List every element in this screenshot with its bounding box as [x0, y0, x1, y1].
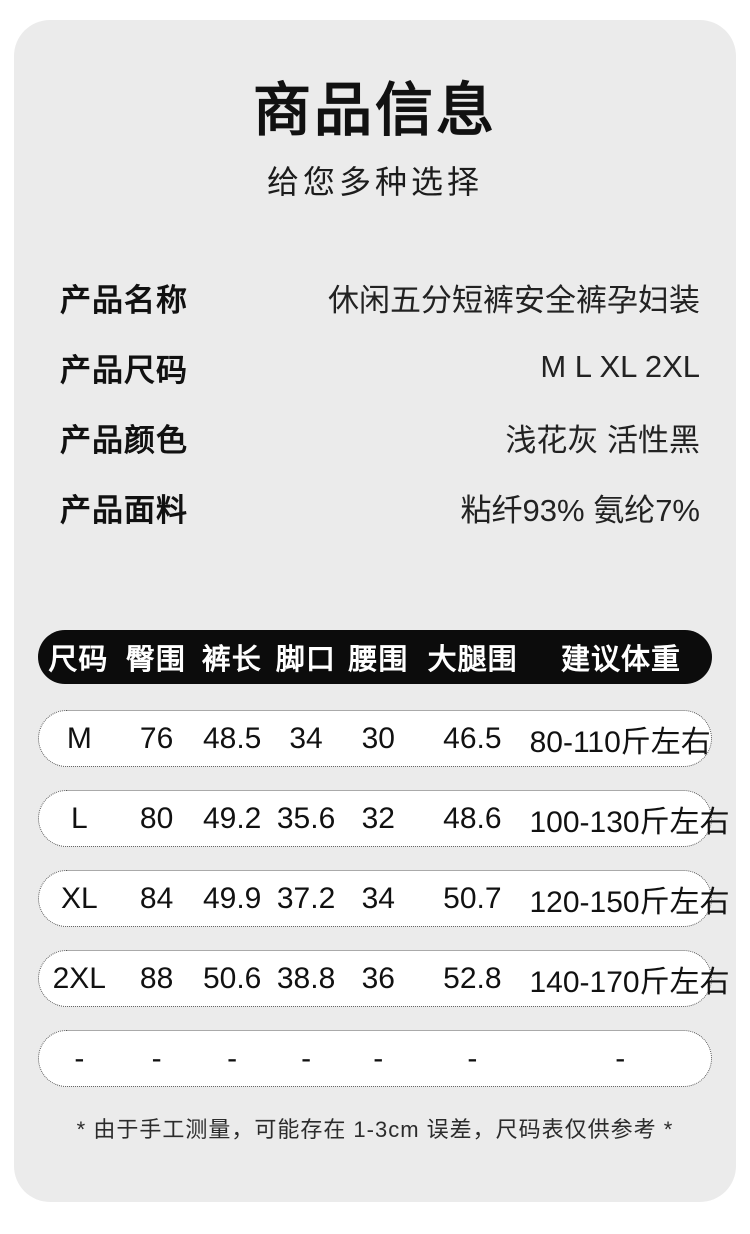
- cell-size: M: [66, 721, 92, 755]
- cell-pants-length: 48.5: [202, 721, 262, 755]
- product-fabric-label: 产品面料: [60, 492, 188, 528]
- product-name-value: 休闲五分短裤安全裤孕妇装: [328, 282, 700, 318]
- table-row-l: L 80 49.2 35.6 32 48.6 100-130斤左右: [38, 790, 730, 847]
- cell-waist: 34: [361, 881, 395, 915]
- cell-size: XL: [60, 881, 98, 915]
- table-row-xl: XL 84 49.9 37.2 34 50.7 120-150斤左右: [38, 870, 730, 927]
- product-attribute-list: 产品名称 休闲五分短裤安全裤孕妇装 产品尺码 M L XL 2XL 产品颜色 浅…: [14, 262, 736, 542]
- cell-size: L: [70, 801, 88, 835]
- header-waist: 腰围: [348, 644, 409, 676]
- cell-size: -: [74, 1041, 85, 1075]
- cell-thigh: 46.5: [443, 721, 502, 755]
- product-size-label: 产品尺码: [60, 352, 188, 388]
- product-name-label: 产品名称: [60, 282, 188, 318]
- header-hip: 臀围: [125, 644, 186, 676]
- product-size-row: 产品尺码 M L XL 2XL: [60, 332, 700, 402]
- cell-hip: -: [151, 1041, 162, 1075]
- cell-hip: 80: [139, 801, 174, 835]
- cell-suggested-weight: 80-110斤左右: [529, 725, 711, 759]
- product-fabric-row: 产品面料 粘纤93% 氨纶7%: [60, 472, 700, 542]
- cell-thigh: 48.6: [443, 801, 502, 835]
- cell-leg-opening: 37.2: [276, 881, 336, 915]
- product-color-row: 产品颜色 浅花灰 活性黑: [60, 402, 700, 472]
- table-row-empty: - - - - - - -: [38, 1030, 712, 1087]
- header-leg-opening: 脚口: [275, 644, 336, 676]
- cell-size: 2XL: [52, 961, 106, 995]
- cell-waist: 32: [361, 801, 395, 835]
- cell-waist: 30: [361, 721, 395, 755]
- table-row-m: M 76 48.5 34 30 46.5 80-110斤左右: [38, 710, 712, 767]
- cell-leg-opening: -: [301, 1041, 312, 1075]
- header-size: 尺码: [48, 644, 109, 676]
- cell-hip: 88: [139, 961, 174, 995]
- cell-waist: -: [373, 1041, 384, 1075]
- header-thigh: 大腿围: [427, 644, 518, 676]
- page-subtitle: 给您多种选择: [266, 164, 483, 200]
- product-info-card: 商品信息 给您多种选择 产品名称 休闲五分短裤安全裤孕妇装 产品尺码 M L X…: [14, 20, 736, 1202]
- size-chart-table: 尺码 臀围 裤长 脚口 腰围 大腿围 建议体重 M 76 48.5 34 30 …: [38, 630, 730, 1087]
- cell-pants-length: 50.6: [202, 961, 262, 995]
- cell-leg-opening: 38.8: [276, 961, 336, 995]
- cell-thigh: 52.8: [443, 961, 502, 995]
- header-pants-length: 裤长: [201, 644, 262, 676]
- cell-suggested-weight: 100-130斤左右: [529, 805, 730, 839]
- page-title: 商品信息: [252, 78, 497, 143]
- size-chart-header-row: 尺码 臀围 裤长 脚口 腰围 大腿围 建议体重: [38, 630, 712, 684]
- table-row-2xl: 2XL 88 50.6 38.8 36 52.8 140-170斤左右: [38, 950, 730, 1007]
- measurement-disclaimer: * 由于手工测量，可能存在 1-3cm 误差，尺码表仅供参考 *: [76, 1117, 674, 1142]
- cell-suggested-weight: -: [615, 1041, 626, 1075]
- cell-pants-length: 49.2: [202, 801, 262, 835]
- cell-pants-length: 49.9: [202, 881, 262, 915]
- cell-hip: 76: [139, 721, 174, 755]
- product-color-value: 浅花灰 活性黑: [505, 422, 700, 458]
- cell-leg-opening: 34: [289, 721, 323, 755]
- cell-suggested-weight: 120-150斤左右: [529, 885, 730, 919]
- cell-pants-length: -: [227, 1041, 238, 1075]
- header-suggested-weight: 建议体重: [560, 644, 681, 676]
- cell-thigh: -: [467, 1041, 478, 1075]
- cell-thigh: 50.7: [443, 881, 502, 915]
- product-color-label: 产品颜色: [60, 422, 188, 458]
- product-fabric-value: 粘纤93% 氨纶7%: [460, 492, 700, 528]
- cell-hip: 84: [139, 881, 174, 915]
- cell-waist: 36: [361, 961, 395, 995]
- product-size-value: M L XL 2XL: [540, 349, 700, 384]
- cell-suggested-weight: 140-170斤左右: [529, 965, 730, 999]
- product-name-row: 产品名称 休闲五分短裤安全裤孕妇装: [60, 262, 700, 332]
- cell-leg-opening: 35.6: [276, 801, 336, 835]
